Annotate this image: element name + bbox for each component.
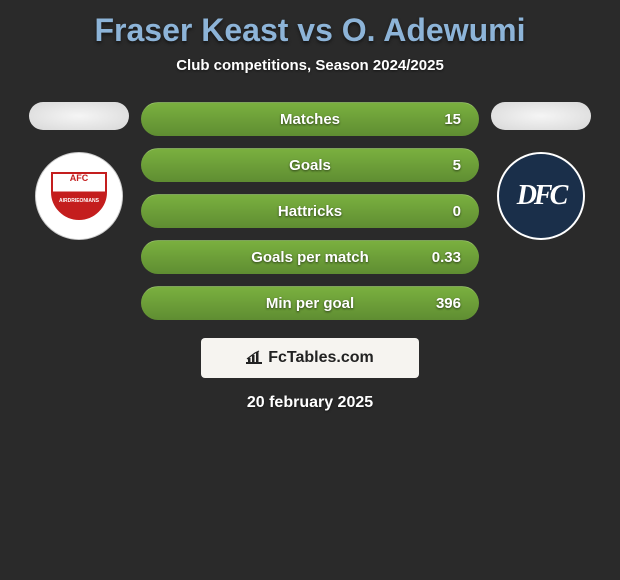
club-logo-left: AFC AIRDRIEONIANS [35, 152, 123, 240]
stat-value: 0.33 [432, 249, 461, 266]
stat-value: 15 [444, 111, 461, 128]
comparison-card: Fraser Keast vs O. Adewumi Club competit… [0, 0, 620, 412]
stat-row: Goals per match 0.33 [141, 240, 479, 274]
player-left-photo [29, 102, 129, 130]
watermark[interactable]: FcTables.com [201, 338, 419, 378]
player-left-column: AFC AIRDRIEONIANS [19, 102, 139, 240]
stat-row: Min per goal 396 [141, 286, 479, 320]
page-title: Fraser Keast vs O. Adewumi [0, 0, 620, 57]
stat-value: 396 [436, 295, 461, 312]
main-area: AFC AIRDRIEONIANS Matches 15 Goals 5 Hattric… [0, 102, 620, 320]
stat-row: Hattricks 0 [141, 194, 479, 228]
stat-label: Goals per match [251, 249, 369, 266]
stats-column: Matches 15 Goals 5 Hattricks 0 Goals per match… [139, 102, 481, 320]
stat-label: Min per goal [266, 295, 354, 312]
stat-label: Matches [280, 111, 340, 128]
club-badge-left-shield: AFC AIRDRIEONIANS [51, 172, 107, 220]
chart-icon [246, 350, 262, 367]
stat-label: Hattricks [278, 203, 342, 220]
club-badge-left-banner: AIRDRIEONIANS [57, 197, 101, 205]
club-badge-left-text: AFC [70, 173, 89, 183]
club-badge-right-text: DFC [517, 180, 566, 212]
stat-row: Matches 15 [141, 102, 479, 136]
watermark-text: FcTables.com [268, 349, 374, 367]
stat-value: 0 [453, 203, 461, 220]
player-right-column: DFC [481, 102, 601, 240]
player-right-photo [491, 102, 591, 130]
club-logo-right: DFC [497, 152, 585, 240]
subtitle: Club competitions, Season 2024/2025 [0, 57, 620, 74]
stat-row: Goals 5 [141, 148, 479, 182]
date-label: 20 february 2025 [0, 394, 620, 412]
stat-value: 5 [453, 157, 461, 174]
stat-label: Goals [289, 157, 331, 174]
